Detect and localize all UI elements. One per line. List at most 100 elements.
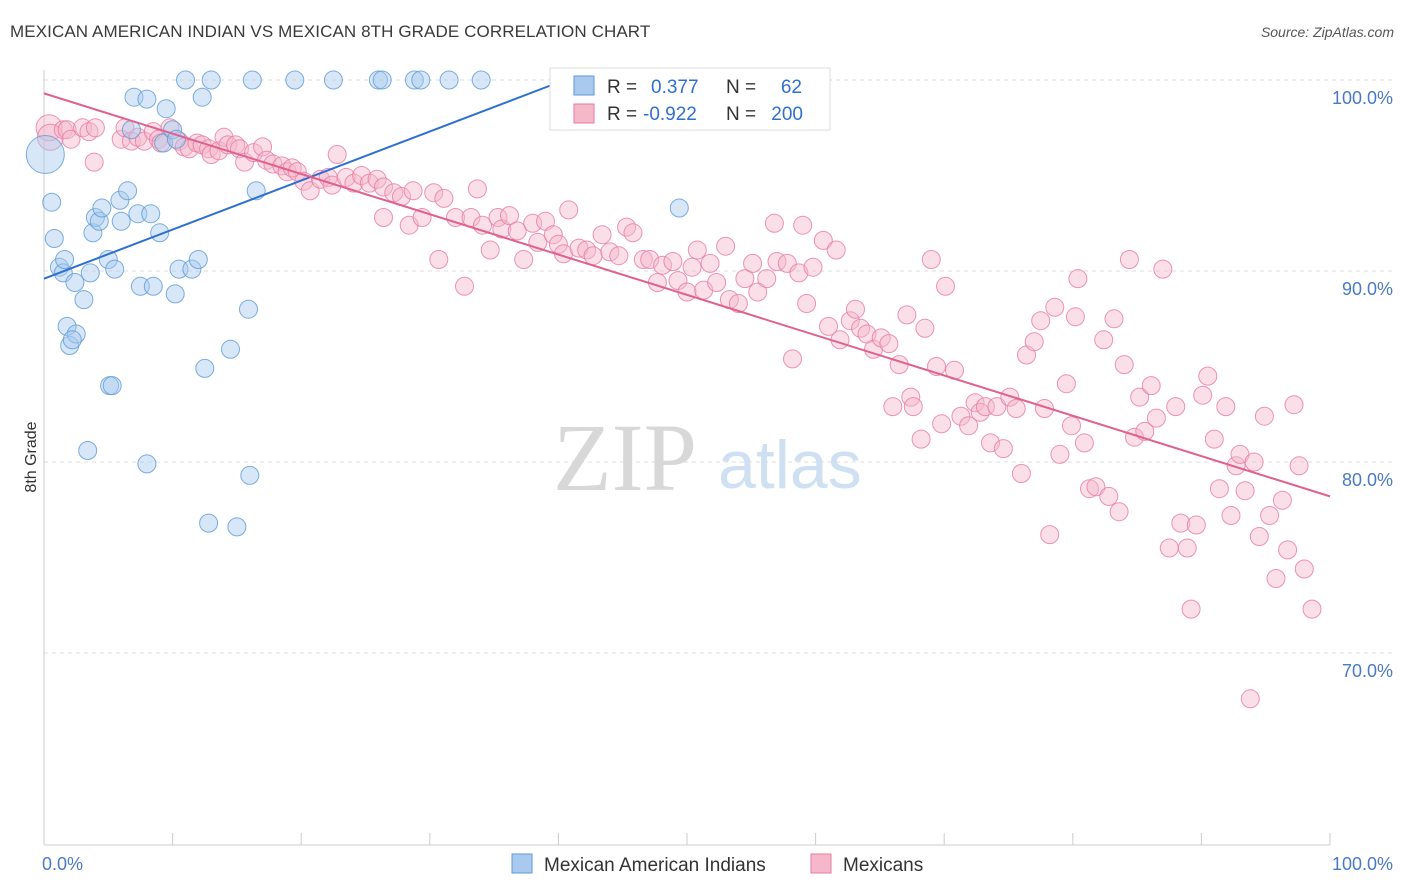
legend-n-label-pink: N = [726,104,756,125]
mexicans-point [1119,250,1139,269]
mexicans-point [1114,355,1134,375]
mexican-american-indians-point [669,198,689,218]
y-tick-label: 90.0% [1342,279,1393,299]
mexicans-point [559,200,579,220]
mexicans-point [1000,387,1020,407]
mexicans-point [897,305,917,325]
mexican-american-indians-point [102,376,122,396]
mexicans-point [1040,525,1060,545]
mexicans-point [993,439,1013,459]
mexicans-point [1094,330,1114,350]
mexicans-point [921,250,941,269]
mexican-american-indians-point [227,517,247,537]
mexicans-point [424,183,444,203]
mexicans-point [1068,269,1088,289]
mexicans-point [883,397,903,417]
mexican-american-indians-point [285,70,305,90]
mexican-american-indians-point [240,465,260,485]
x-tick-label-min: 0.0% [42,854,83,874]
mexicans-points [35,114,1322,709]
mexicans-point [1011,464,1031,483]
mexican-american-indians-point [439,70,459,90]
mexican-american-indians-point [105,259,125,279]
mexican-american-indians-point [78,441,98,460]
mexicans-point [1080,479,1099,499]
mexicans-point [936,276,955,296]
mexicans-point [803,257,823,277]
mexican-american-indians-point [62,330,82,350]
mexican-american-indians-point [192,87,212,107]
mexican-american-indians-point [80,263,100,283]
mexican-american-indians-point [25,135,65,174]
mexicans-point [583,246,603,266]
mexicans-point [1159,538,1179,558]
mexican-american-indians-point [66,324,86,344]
mexicans-point [374,177,393,197]
mexicans-point [1050,444,1070,464]
legend-n-value-pink: 200 [771,104,803,125]
bottom-legend-label-blue: Mexican American Indians [544,855,766,876]
mexican-american-indians-point [118,181,138,201]
mexicans-point [1104,309,1124,329]
y-tick-label: 70.0% [1342,661,1393,681]
mexican-american-indians-point [323,70,343,90]
mexicans-point [514,250,534,269]
mexican-american-indians-point [111,211,131,231]
mexicans-point [889,355,909,375]
y-tick-label: 80.0% [1342,470,1393,490]
mexican-american-indians-point [44,229,64,248]
mexicans-point [1216,397,1236,417]
legend-r-label-pink: R = [607,104,637,125]
mexicans-point [1056,374,1076,394]
mexicans-point [965,393,985,413]
mexicans-point [1086,477,1106,497]
mexicans-point [1065,307,1085,327]
mexican-american-indians-point [404,70,424,90]
mexicans-point [1249,527,1269,546]
mexican-american-indians-point [169,259,189,279]
mexicans-point [548,234,568,254]
legend-swatch-pink [573,103,595,124]
mexicans-point [640,250,660,269]
mexicans-point [1260,506,1280,525]
mexican-american-indians-point [130,276,150,296]
mexicans-point [1146,408,1166,428]
mexicans-point [1031,311,1051,331]
mexican-american-indians-point [221,339,240,359]
mexican-american-indians-point [411,70,431,90]
mexican-american-indians-point [154,133,174,153]
mexicans-point [446,208,465,227]
mexican-american-indians-point [471,70,491,90]
x-ticks [43,833,1331,845]
mexicans-point [429,250,449,269]
mexicans-point [819,316,838,336]
mexicans-point [1284,395,1304,415]
mexicans-point [1226,456,1246,476]
mexicans-point [951,406,971,426]
mexicans-point [434,188,454,208]
mexican-american-indians-point [195,358,215,378]
mexicans-point [987,397,1007,417]
legend-swatch-blue [573,75,595,96]
mexicans-point [1240,689,1260,709]
mexicans-point [970,402,990,422]
mexicans-point [682,257,702,277]
mexican-american-indians-point [167,129,186,149]
mexicans-point [336,167,356,187]
mexicans-point [367,169,387,189]
mexicans-point [1186,515,1206,535]
mexicans-point [663,252,683,271]
mexican-american-indians-point [92,198,112,218]
mexican-american-indians-point [242,70,262,90]
mexicans-point [716,236,736,256]
mexicans-point [1278,540,1298,560]
mexicans-point [1181,599,1201,619]
mexicans-point [1109,502,1129,522]
mexicans-point [797,294,817,313]
mexicans-point [647,273,667,292]
legend-n-value-blue: 62 [781,77,802,98]
legend-r-label-blue: R = [607,77,637,98]
mexicans-point [743,253,763,273]
mexicans-trendline [43,92,1331,498]
mexicans-point [1141,376,1161,396]
